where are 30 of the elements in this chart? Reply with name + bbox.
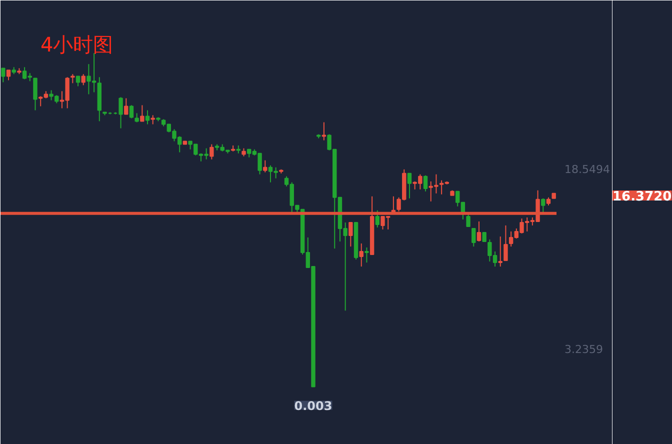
candlestick: [504, 224, 508, 262]
annotation: 0.003: [294, 398, 332, 413]
candlestick: [134, 112, 139, 123]
candlestick: [472, 228, 476, 248]
candlestick: [407, 172, 412, 199]
candlestick: [263, 160, 268, 173]
text: 4小时图: [40, 32, 114, 56]
candlestick: [423, 174, 428, 192]
candlestick: [541, 198, 546, 214]
candlestick: [476, 220, 482, 242]
candlestick: [466, 212, 470, 228]
candlestick: [145, 110, 150, 125]
candlestick: [375, 210, 380, 228]
candlestick: [76, 76, 80, 87]
candlestick: [364, 246, 369, 264]
y-tick-label: 3.2359: [564, 343, 603, 356]
candlestick: [81, 74, 86, 86]
candlestick: [129, 104, 134, 119]
candlestick: [6, 70, 11, 81]
candlestick: [348, 222, 353, 248]
candlestick: [210, 144, 214, 160]
candlestick: [70, 74, 75, 84]
candlestick: [359, 242, 364, 268]
y-tick-label: 18.5494: [564, 162, 610, 176]
candlestick: [33, 78, 38, 111]
candlestick: [124, 98, 128, 115]
candlestick: [1, 68, 6, 83]
candlestick: [140, 104, 144, 122]
candlestick: [498, 236, 502, 268]
candlestick: [322, 122, 326, 141]
